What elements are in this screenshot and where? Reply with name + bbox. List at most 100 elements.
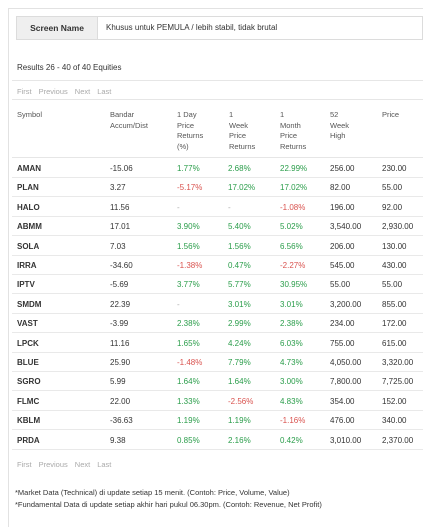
table-row[interactable]: ABMM 17.01 3.90% 5.40% 5.02% 3,540.00 2,930.00	[12, 217, 423, 237]
cell-bandar-accum-dist: 22.00	[110, 396, 131, 406]
cell-bandar-accum-dist: 17.01	[110, 222, 131, 232]
row-divider	[12, 293, 423, 295]
symbol-link[interactable]: LPCK	[17, 338, 39, 348]
row-divider	[12, 409, 423, 411]
cell-week52-high: 354.00	[330, 396, 355, 406]
column-header-day-return[interactable]: 1 Day Price Returns (%)	[177, 110, 203, 152]
cell-week-return: 17.02%	[228, 183, 256, 193]
symbol-link[interactable]: AMAN	[17, 164, 41, 173]
symbol-link[interactable]: PRDA	[17, 435, 40, 445]
symbol-link[interactable]: KBLM	[17, 416, 41, 426]
symbol-link[interactable]: ABMM	[17, 222, 42, 232]
row-divider	[12, 390, 423, 392]
symbol-link[interactable]: IRRA	[17, 261, 37, 270]
table-row[interactable]: SMDM 22.39 - 3.01% 3.01% 3,200.00 855.00	[12, 295, 423, 314]
cell-price: 130.00	[382, 241, 407, 251]
column-header-text: Week	[229, 120, 249, 130]
table-row[interactable]: SGRO 5.99 1.64% 1.64% 3.00% 7,800.00 7,725.00	[12, 372, 423, 392]
pager-last-link[interactable]: Last	[97, 460, 112, 469]
screen-name-label: Screen Name	[16, 16, 98, 40]
symbol-link[interactable]: PLAN	[17, 183, 39, 193]
table-row[interactable]: VAST -3.99 2.38% 2.99% 2.38% 234.00 172.00	[12, 314, 423, 334]
cell-bandar-accum-dist: 9.38	[110, 435, 126, 445]
cell-week52-high: 196.00	[330, 202, 355, 212]
pager-previous-link[interactable]: Previous	[38, 87, 68, 96]
table-row[interactable]: LPCK 11.16 1.65% 4.24% 6.03% 755.00 615.00	[12, 334, 423, 353]
cell-bandar-accum-dist: 5.99	[110, 377, 126, 387]
table-row[interactable]: PRDA 9.38 0.85% 2.16% 0.42% 3,010.00 2,370.00	[12, 431, 423, 450]
column-header-text: Price	[177, 120, 195, 130]
pager-last-link[interactable]: Last	[97, 87, 112, 96]
cell-bandar-accum-dist: 7.03	[110, 241, 126, 251]
table-row[interactable]: IPTV -5.69 3.77% 5.77% 30.95% 55.00 55.00	[12, 275, 423, 295]
cell-price: 2,930.00	[382, 222, 414, 232]
screen-name-bar: Screen Name Khusus untuk PEMULA / lebih …	[8, 16, 423, 40]
symbol-link[interactable]: BLUE	[17, 358, 39, 367]
cell-price: 340.00	[382, 416, 407, 426]
table-row[interactable]: KBLM -36.63 1.19% 1.19% -1.16% 476.00 340.00	[12, 411, 423, 431]
cell-week-return: 0.47%	[228, 261, 251, 270]
cell-month-return: 3.00%	[280, 377, 303, 387]
cell-day-return: 1.19%	[177, 416, 200, 426]
symbol-link[interactable]: SOLA	[17, 241, 40, 251]
table-row[interactable]: AMAN -15.06 1.77% 2.68% 22.99% 256.00 230.00	[12, 159, 423, 178]
pager-bottom: First Previous Next Last	[17, 460, 118, 469]
row-divider	[12, 235, 423, 237]
column-header-text: Week	[330, 120, 350, 130]
row-divider	[12, 448, 423, 450]
cell-day-return: 1.56%	[177, 241, 200, 251]
column-header-price[interactable]: Price	[382, 110, 399, 121]
column-header-symbol[interactable]: Symbol	[17, 110, 42, 121]
symbol-link[interactable]: SMDM	[17, 299, 42, 309]
column-header-week52-high[interactable]: 52 Week High	[330, 110, 349, 142]
cell-month-return: 6.03%	[280, 338, 303, 348]
cell-bandar-accum-dist: 11.16	[110, 338, 130, 348]
cell-week-return: 1.19%	[228, 416, 251, 426]
symbol-link[interactable]: FLMC	[17, 396, 40, 406]
cell-week52-high: 3,010.00	[330, 435, 362, 445]
cell-week-return: 3.01%	[228, 299, 251, 309]
symbol-link[interactable]: SGRO	[17, 377, 41, 387]
row-divider	[12, 254, 423, 256]
pager-first-link[interactable]: First	[17, 87, 32, 96]
column-header-text: 1	[229, 110, 234, 119]
pager-next-link[interactable]: Next	[74, 87, 91, 96]
table-row[interactable]: BLUE 25.90 -1.48% 7.79% 4.73% 4,050.00 3,320.0…	[12, 353, 423, 372]
row-divider	[12, 196, 423, 198]
symbol-link[interactable]: VAST	[17, 319, 38, 329]
column-header-bandar-accum-dist[interactable]: Bandar Accum/Dist	[110, 110, 148, 131]
pager-previous-link[interactable]: Previous	[38, 460, 68, 469]
table-row[interactable]: HALO 11.56 - - -1.08% 196.00 92.00	[12, 198, 423, 217]
column-header-month-return[interactable]: 1 Month Price Returns	[280, 110, 306, 152]
cell-day-return: -	[177, 202, 180, 212]
table-row[interactable]: FLMC 22.00 1.33% -2.56% 4.83% 354.00 152.00	[12, 392, 423, 411]
table-row[interactable]: IRRA -34.60 -1.38% 0.47% -2.27% 545.00 430.00	[12, 256, 423, 275]
cell-price: 55.00	[382, 280, 403, 290]
cell-week52-high: 755.00	[330, 338, 355, 348]
cell-day-return: -	[177, 299, 180, 309]
table-row[interactable]: PLAN 3.27 -5.17% 17.02% 17.02% 82.00 55.00	[12, 178, 423, 198]
cell-week-return: 5.40%	[228, 222, 251, 232]
cell-month-return: 6.56%	[280, 241, 303, 251]
cell-day-return: 3.90%	[177, 222, 200, 232]
cell-price: 7,725.00	[382, 377, 414, 387]
cell-day-return: 2.38%	[177, 319, 200, 329]
column-header-text: 1 Day	[177, 110, 197, 119]
symbol-link[interactable]: IPTV	[17, 280, 35, 290]
column-header-week-return[interactable]: 1 Week Price Returns	[229, 110, 255, 152]
cell-price: 615.00	[382, 338, 407, 348]
footnote-fundamental-data: *Fundamental Data di update setiap akhir…	[15, 500, 322, 509]
cell-week52-high: 82.00	[330, 183, 351, 193]
pager-first-link[interactable]: First	[17, 460, 32, 469]
cell-month-return: 30.95%	[280, 280, 308, 290]
pager-next-link[interactable]: Next	[74, 460, 91, 469]
cell-week-return: 2.99%	[228, 319, 251, 329]
screen-name-field[interactable]: Khusus untuk PEMULA / lebih stabil, tida…	[97, 16, 423, 40]
cell-price: 230.00	[382, 164, 407, 173]
table-row[interactable]: SOLA 7.03 1.56% 1.56% 6.56% 206.00 130.00	[12, 237, 423, 256]
cell-week-return: 4.24%	[228, 338, 251, 348]
cell-week52-high: 545.00	[330, 261, 355, 270]
symbol-link[interactable]: HALO	[17, 202, 40, 212]
cell-week52-high: 206.00	[330, 241, 355, 251]
cell-week52-high: 55.00	[330, 280, 351, 290]
